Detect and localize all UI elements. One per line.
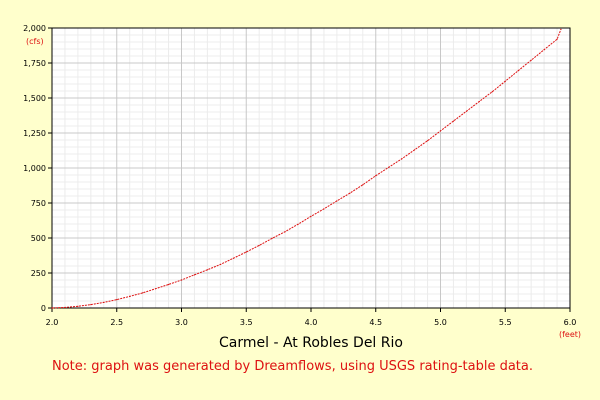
rating-curve-point <box>323 208 325 210</box>
rating-curve-point <box>193 274 196 276</box>
y-tick-label: 1,500 <box>23 94 46 103</box>
x-tick-label: 3.5 <box>240 318 253 327</box>
rating-curve-point <box>77 305 79 307</box>
rating-curve-point <box>310 215 312 217</box>
x-tick-label: 4.5 <box>369 318 382 327</box>
rating-curve-point <box>465 110 467 112</box>
rating-curve-point <box>362 184 364 186</box>
rating-curve-point <box>64 306 66 309</box>
rating-curve-point <box>543 49 545 51</box>
y-tick-label: 1,250 <box>23 129 46 138</box>
y-unit-label: (cfs) <box>26 37 44 46</box>
rating-curve-point <box>401 158 403 160</box>
rating-curve-point <box>258 244 260 247</box>
rating-curve-point <box>491 91 493 93</box>
series-layer <box>51 28 562 309</box>
x-tick-label: 4.0 <box>305 318 318 327</box>
rating-curve-point <box>116 299 118 301</box>
x-tick-label: 5.5 <box>499 318 512 327</box>
rating-curve-point <box>167 283 170 286</box>
rating-curve-point <box>284 231 286 233</box>
rating-curve-point <box>517 70 519 72</box>
rating-curve-point <box>560 28 562 30</box>
x-unit-label: (feet) <box>559 330 581 339</box>
y-tick-label: 250 <box>31 269 46 278</box>
rating-curve-point <box>245 251 247 253</box>
x-tick-label: 6.0 <box>564 318 577 327</box>
y-tick-label: 750 <box>31 199 46 208</box>
rating-curve-point <box>297 223 299 225</box>
rating-curve-point <box>142 292 144 294</box>
x-axis-ticks: 2.0 2.5 3.0 3.5 4.0 4.5 5.0 5.5 6.0 <box>46 308 577 327</box>
rating-curve-point <box>426 140 429 142</box>
rating-curve-point <box>504 80 506 82</box>
rating-curve-point <box>232 257 234 259</box>
x-tick-label: 5.0 <box>434 318 447 327</box>
rating-curve-point <box>375 175 377 177</box>
y-axis-ticks: 0 250 500 750 1,000 1,250 1,500 1,750 2,000 <box>23 24 52 313</box>
x-axis-title: Carmel - At Robles Del Rio <box>219 335 403 351</box>
rating-curve-point <box>180 279 183 281</box>
y-tick-label: 0 <box>41 304 46 313</box>
x-tick-label: 2.0 <box>46 318 59 327</box>
y-tick-label: 2,000 <box>23 24 46 33</box>
rating-curve-point <box>271 237 273 239</box>
rating-curve-point <box>478 100 480 103</box>
note-text: Note: graph was generated by Dreamflows,… <box>52 359 533 374</box>
rating-curve-point <box>103 301 105 303</box>
rating-curve-point <box>414 149 416 151</box>
rating-curve-point <box>219 263 221 266</box>
rating-curve-point <box>90 304 92 306</box>
rating-curve-point <box>439 130 442 132</box>
x-tick-label: 3.0 <box>175 318 188 327</box>
y-tick-label: 500 <box>31 234 46 243</box>
rating-curve-point <box>556 38 558 40</box>
rating-curve-point <box>349 192 351 194</box>
rating-curve-point <box>530 59 532 61</box>
rating-curve-point <box>336 200 338 202</box>
rating-curve-point <box>452 120 455 122</box>
rating-curve-point <box>129 295 131 297</box>
rating-curve-point <box>388 166 390 168</box>
y-tick-label: 1,000 <box>23 164 46 173</box>
x-tick-label: 2.5 <box>110 318 123 327</box>
rating-curve-point <box>155 288 157 290</box>
rating-curve-point <box>51 307 53 309</box>
rating-curve-point <box>206 269 208 271</box>
y-tick-label: 1,750 <box>23 59 46 68</box>
